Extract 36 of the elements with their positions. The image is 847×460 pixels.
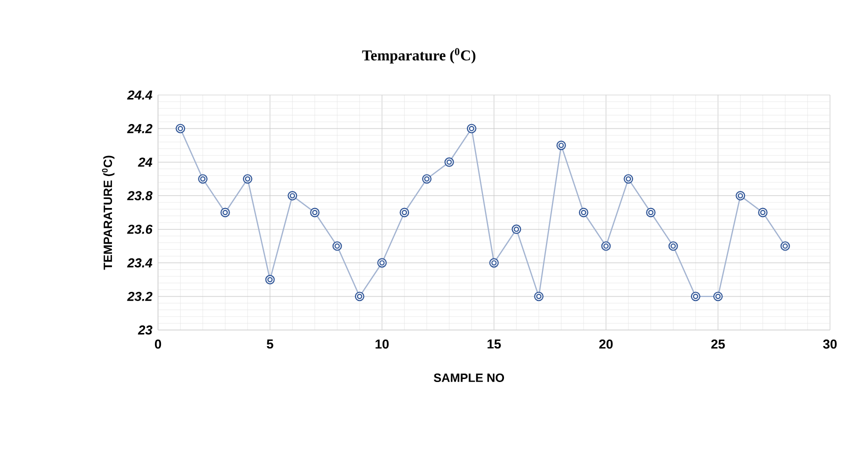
- point: [646, 208, 656, 218]
- y-tick-label: 23: [138, 325, 152, 335]
- point: [780, 241, 790, 251]
- point: [220, 208, 230, 218]
- chart-title: Temparature ($^{0}$C): [362, 48, 476, 64]
- point: [265, 274, 275, 284]
- point: [332, 241, 342, 251]
- point: [512, 224, 522, 234]
- point: [668, 241, 678, 251]
- point: [310, 208, 320, 218]
- y-tick-label: 24.4: [127, 90, 152, 100]
- x-axis-title: SAMPLE NO: [434, 374, 504, 382]
- point: [489, 258, 499, 268]
- x-tick-label: 20: [599, 340, 613, 349]
- point: [422, 174, 432, 184]
- x-tick-label: 10: [376, 340, 389, 349]
- y-tick-label: 23.4: [127, 258, 152, 268]
- point: [758, 208, 768, 218]
- y-tick-label: 23.6: [127, 224, 153, 234]
- x-tick-label: 15: [488, 340, 501, 349]
- point: [556, 140, 566, 150]
- point: [736, 190, 746, 200]
- point: [288, 190, 298, 200]
- point: [377, 258, 387, 268]
- x-tick-label: 30: [823, 340, 837, 349]
- x-tick-label: 5: [266, 340, 274, 349]
- y-tick-label: 23.2: [127, 292, 152, 302]
- point: [534, 292, 544, 302]
- y-axis-title: TEMPARATURE ($^{0}$C): [102, 156, 114, 270]
- y-tick-label: 24.2: [127, 124, 152, 134]
- y-tick-label: 24: [138, 158, 152, 167]
- point: [198, 174, 208, 184]
- y-tick-label: 23.8: [127, 191, 152, 200]
- x-tick-label: 25: [711, 340, 725, 349]
- x-tick-label: 0: [154, 340, 162, 349]
- point: [444, 157, 454, 167]
